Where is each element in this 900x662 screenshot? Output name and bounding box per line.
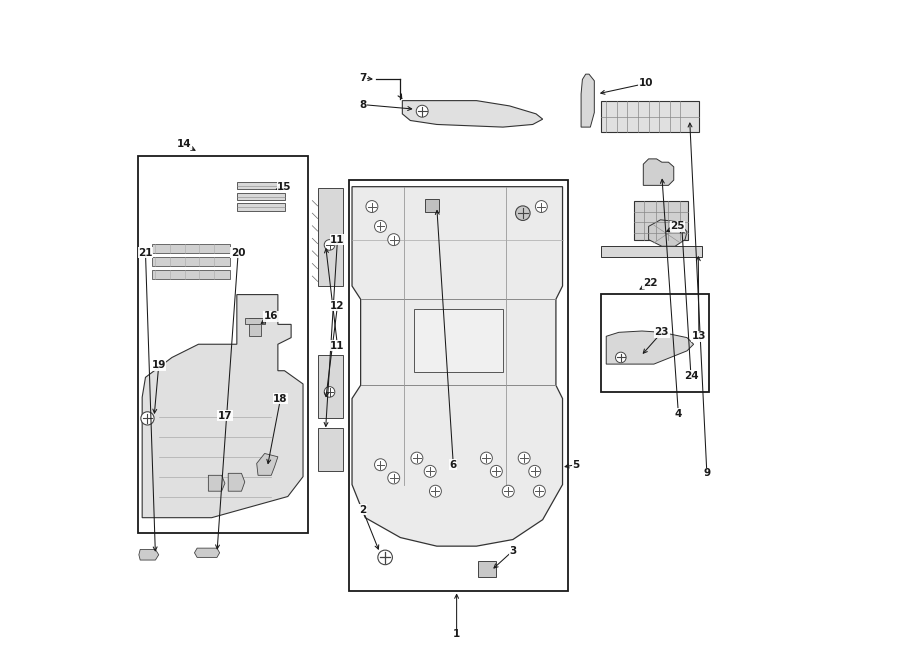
Circle shape <box>378 550 392 565</box>
Bar <box>237 193 284 200</box>
Text: 19: 19 <box>151 360 166 371</box>
Circle shape <box>529 465 541 477</box>
Polygon shape <box>607 331 694 364</box>
Text: 4: 4 <box>675 408 682 419</box>
Text: 5: 5 <box>572 459 580 470</box>
Text: 8: 8 <box>359 99 366 110</box>
Circle shape <box>616 352 626 363</box>
Bar <box>237 203 284 211</box>
Bar <box>318 428 343 471</box>
Polygon shape <box>209 475 225 491</box>
Text: 2: 2 <box>359 504 366 515</box>
Bar <box>237 182 284 189</box>
Bar <box>425 199 439 212</box>
Circle shape <box>388 234 400 246</box>
Bar <box>152 270 230 279</box>
Text: 13: 13 <box>692 331 706 342</box>
Text: 22: 22 <box>643 278 657 289</box>
Bar <box>349 180 568 591</box>
Bar <box>414 309 503 372</box>
Circle shape <box>411 452 423 464</box>
Text: 3: 3 <box>509 545 517 556</box>
Text: 24: 24 <box>684 371 698 381</box>
Circle shape <box>481 452 492 464</box>
Text: 1: 1 <box>453 629 460 639</box>
Text: 21: 21 <box>139 248 153 258</box>
Polygon shape <box>139 549 158 560</box>
Text: 20: 20 <box>231 248 246 258</box>
Polygon shape <box>649 220 687 246</box>
Circle shape <box>429 485 441 497</box>
Text: 10: 10 <box>639 78 653 89</box>
Circle shape <box>140 412 154 425</box>
Circle shape <box>324 387 335 397</box>
Text: 11: 11 <box>330 340 345 351</box>
Text: 16: 16 <box>264 311 278 322</box>
Bar <box>152 244 230 253</box>
Circle shape <box>424 465 436 477</box>
Text: 7: 7 <box>359 73 366 83</box>
Bar <box>634 201 688 240</box>
Bar <box>601 294 709 392</box>
Circle shape <box>388 472 400 484</box>
Circle shape <box>416 105 428 117</box>
Text: 15: 15 <box>277 181 292 192</box>
Circle shape <box>516 206 530 220</box>
Bar <box>318 188 343 286</box>
Circle shape <box>502 485 514 497</box>
Polygon shape <box>194 548 220 557</box>
Circle shape <box>534 485 545 497</box>
Polygon shape <box>142 295 303 518</box>
Text: 25: 25 <box>670 221 685 232</box>
Text: 14: 14 <box>176 139 191 150</box>
Bar <box>478 561 496 577</box>
Text: 9: 9 <box>703 468 710 479</box>
Text: 11: 11 <box>330 234 345 245</box>
Text: 17: 17 <box>218 410 232 421</box>
Polygon shape <box>352 187 562 546</box>
Bar <box>318 355 343 418</box>
Circle shape <box>366 201 378 213</box>
Polygon shape <box>581 74 594 127</box>
Polygon shape <box>229 473 245 491</box>
Bar <box>245 318 265 324</box>
Circle shape <box>491 465 502 477</box>
Text: 23: 23 <box>654 327 669 338</box>
Circle shape <box>374 459 386 471</box>
Circle shape <box>374 220 386 232</box>
Text: 12: 12 <box>330 301 345 311</box>
Bar <box>138 156 309 533</box>
Circle shape <box>518 452 530 464</box>
Text: 6: 6 <box>450 459 457 470</box>
Circle shape <box>324 240 335 250</box>
Text: 18: 18 <box>274 393 288 404</box>
Bar <box>248 318 261 336</box>
Bar <box>601 246 702 257</box>
Bar <box>152 257 230 266</box>
Circle shape <box>536 201 547 213</box>
Polygon shape <box>644 159 674 185</box>
Polygon shape <box>256 453 278 475</box>
Polygon shape <box>402 101 543 127</box>
Bar <box>601 101 699 132</box>
